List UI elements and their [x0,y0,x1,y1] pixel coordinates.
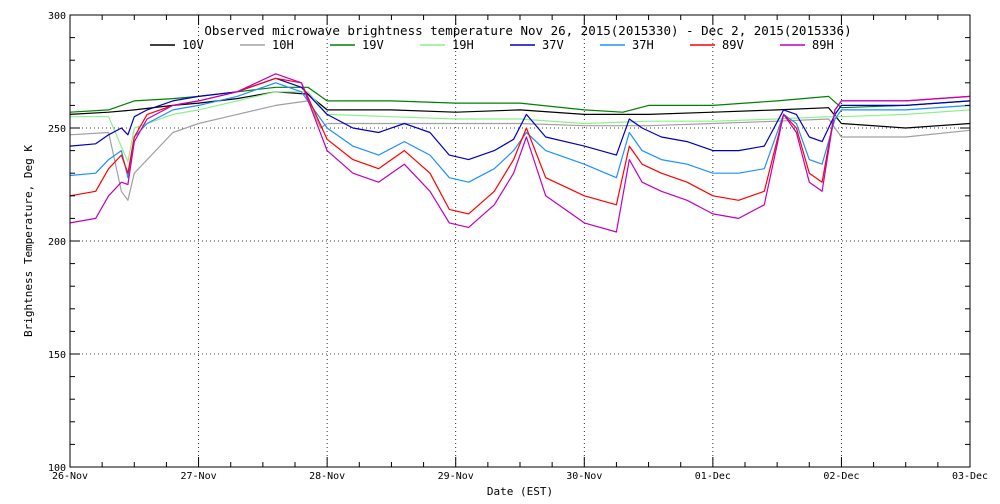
x-tick-label: 28-Nov [309,471,345,482]
y-tick-label: 200 [48,237,66,248]
x-tick-label: 02-Dec [823,471,859,482]
series-line-19v [69,86,971,113]
legend-label: 19H [452,38,474,52]
legend-label: 89V [722,38,744,52]
x-tick-label: 26-Nov [52,471,88,482]
y-tick-label: 150 [48,350,66,361]
series-line-89h [69,73,971,233]
y-tick-label: 100 [48,463,66,474]
legend-label: 89H [812,38,834,52]
legend: 10V 10H 19V 19H 37V 37H 89V 89H [150,38,834,52]
legend-label: 10V [182,38,204,52]
series-line-89v [69,77,971,215]
grid-lines [70,15,970,467]
x-tick-label: 03-Dec [952,471,988,482]
series-line-37v [69,77,971,161]
y-tick-label: 250 [48,124,66,135]
legend-label: 37V [542,38,564,52]
x-tick-label: 01-Dec [695,471,731,482]
y-axis-title: Brightness Temperature, Deg K [22,145,35,337]
chart-title: Observed microwave brightness temperatur… [204,23,851,38]
series-line-10h [69,100,971,201]
axis-ticks: 26-Nov 27-Nov 28-Nov 29-Nov 30-Nov 01-Dec 02-D… [48,11,988,482]
x-tick-label: 29-Nov [438,471,474,482]
legend-label: 10H [272,38,294,52]
legend-label: 19V [362,38,384,52]
x-tick-label: 30-Nov [566,471,602,482]
y-tick-label: 300 [48,11,66,22]
legend-label: 37H [632,38,654,52]
x-axis-title: Date (EST) [487,485,553,498]
series-layer [69,73,971,233]
series-line-37h [69,82,971,183]
x-tick-label: 27-Nov [181,471,217,482]
